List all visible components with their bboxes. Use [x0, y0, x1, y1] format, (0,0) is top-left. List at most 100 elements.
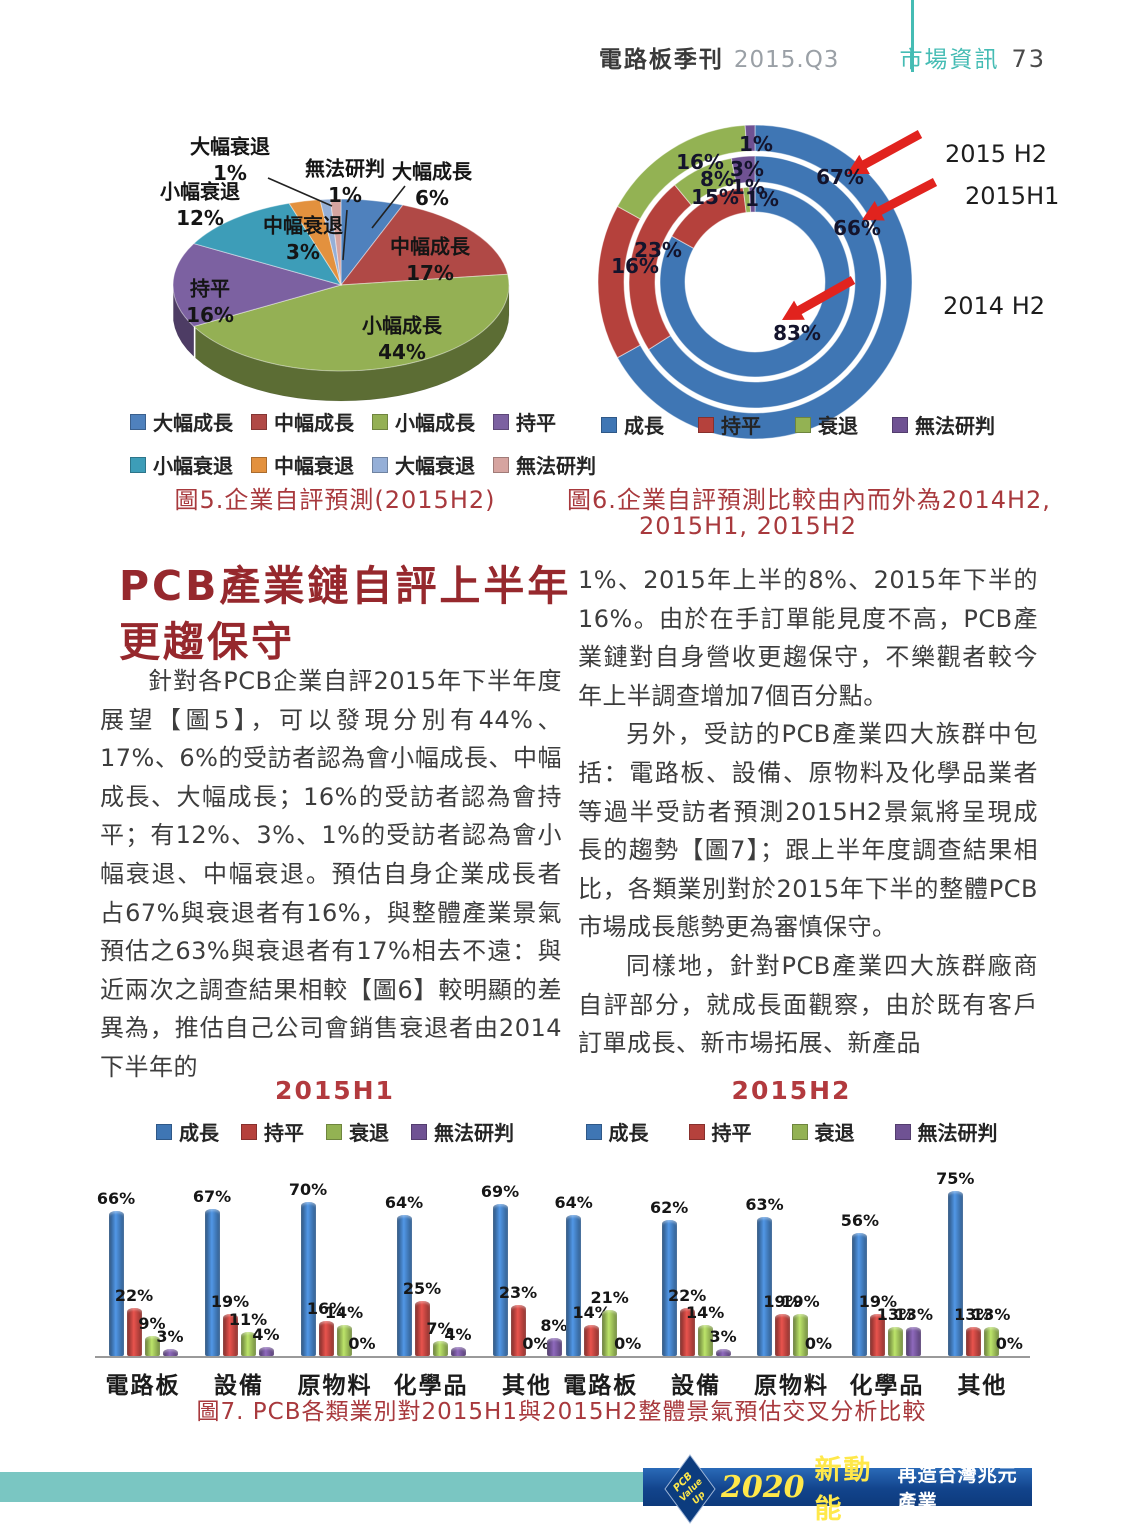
barB-legend-swatch — [894, 1123, 911, 1140]
bar-chart-2015h2: 2015H2 成長 持平 衰退 無法研判 64% 14% 21% 0% 62% 22% 14% 3%… — [553, 1076, 1030, 1400]
donut-legend-item: 衰退 — [795, 410, 858, 439]
pie-slice-中幅衰退 — [288, 199, 342, 286]
barA-legend-label: 成長 — [179, 1121, 219, 1145]
pie-legend: 大幅成長 中幅成長 小幅成長 持平 小幅衰退 中幅衰退 大幅衰退 無法研判 — [130, 407, 596, 479]
barA-legend-label: 無法研判 — [434, 1121, 514, 1145]
pie-legend-label: 小幅衰退 — [153, 454, 233, 478]
barA-legend-item: 成長 — [156, 1117, 219, 1146]
figure-6-caption-line1: 圖6.企業自評預測比較由內而外為2014H2, — [567, 486, 1051, 514]
donut-legend-item: 無法研判 — [892, 410, 995, 439]
pie-legend-swatch — [130, 413, 146, 430]
pie-slice-小幅衰退 — [192, 202, 343, 286]
paragraph: 同樣地，針對PCB產業四大族群廠商自評部分，就成長面觀察，由於既有客戶訂單成長、… — [578, 951, 1038, 1058]
barB-legend-label: 持平 — [711, 1121, 752, 1145]
article-right-column: 1%、2015年上半的8%、2015年下半的16%。由於在手訂單能見度不高，PC… — [578, 561, 1038, 1063]
bar-其他-無法研判 — [546, 1338, 562, 1356]
bar-chart-title: 2015H2 — [731, 1076, 852, 1105]
pie-label-value: 12% — [176, 206, 224, 230]
page-number: 73 — [1011, 45, 1046, 73]
bar-chart-legend: 成長 持平 衰退 無法研判 — [553, 1117, 1030, 1146]
barB-legend-swatch — [688, 1123, 705, 1140]
donut-segment-value: 83% — [773, 321, 821, 345]
bar-chart-categories: 電路板 設備 原物料 化學品 其他 — [95, 1366, 575, 1400]
bar-value-label: 13% — [876, 1305, 916, 1324]
bar-電路板-無法研判 — [162, 1349, 178, 1356]
bar-category-label: 電路板 — [563, 1373, 639, 1399]
pie-slice-大幅成長 — [340, 198, 404, 287]
pie-label-name: 持平 — [190, 276, 230, 301]
pie-label-name: 大幅衰退 — [190, 134, 270, 159]
donut-ring-year-label: 2015H1 — [965, 182, 1060, 210]
donut-segment-value: 8% — [700, 167, 734, 191]
barB-legend-label: 成長 — [608, 1121, 649, 1145]
donut-segment-value: 16% — [676, 150, 724, 174]
donut-chart-canvas — [597, 124, 938, 440]
donut-legend-label: 成長 — [624, 414, 664, 438]
bar-value-label: 3% — [709, 1327, 737, 1346]
donut-legend: 成長 持平 衰退 無法研判 — [601, 410, 995, 439]
bar-化學品-成長 — [852, 1233, 868, 1356]
donut-segment-value: 1% — [745, 187, 779, 211]
header-divider-line — [911, 0, 914, 72]
pie-label-name: 中幅衰退 — [263, 213, 343, 238]
pie-label-name: 小幅成長 — [362, 313, 442, 338]
bar-設備-衰退 — [240, 1332, 256, 1356]
barB-legend-item: 持平 — [688, 1117, 752, 1146]
bar-電路板-成長 — [108, 1211, 124, 1356]
barA-legend-item: 持平 — [241, 1117, 304, 1146]
red-arrow-shaft — [793, 276, 856, 317]
pie-slice-大幅衰退 — [319, 198, 342, 286]
bar-設備-成長 — [661, 1220, 677, 1356]
bar-value-label: 23% — [498, 1283, 538, 1302]
bar-設備-持平 — [679, 1308, 695, 1356]
donut-legend-item: 持平 — [698, 410, 761, 439]
pie-legend-label: 中幅衰退 — [274, 454, 354, 478]
bar-化學品-衰退 — [888, 1327, 904, 1356]
pie-label-value: 3% — [286, 240, 320, 264]
barA-legend-swatch — [326, 1123, 342, 1140]
donut-segment-value: 23% — [634, 238, 682, 262]
barA-legend-item: 無法研判 — [411, 1117, 514, 1146]
bar-電路板-成長 — [566, 1215, 582, 1356]
pie-slice-持平 — [172, 243, 343, 327]
pie-legend-swatch — [493, 413, 509, 430]
donut-segment-value: 16% — [611, 254, 659, 278]
donut-ring-year-label: 2014 H2 — [943, 292, 1046, 320]
barB-legend-label: 衰退 — [814, 1121, 855, 1145]
section-label: 市場資訊 — [899, 47, 1000, 73]
pie-legend-label: 小幅成長 — [395, 411, 475, 435]
bar-chart-legend: 成長 持平 衰退 無法研判 — [95, 1117, 575, 1146]
pie-label-name: 中幅成長 — [390, 234, 470, 259]
bar-value-label: 19% — [781, 1292, 820, 1311]
donut-ring-year-label: 2015 H2 — [945, 140, 1048, 168]
bar-value-label: 7% — [426, 1319, 454, 1338]
bar-value-label: 8% — [540, 1316, 568, 1335]
pie-legend-item: 持平 — [493, 407, 596, 436]
red-arrow-shaft — [874, 178, 938, 217]
red-arrow-head — [847, 154, 870, 175]
bar-value-label: 14% — [572, 1303, 611, 1322]
bar-value-label: 64% — [384, 1193, 424, 1212]
bar-chart-title: 2015H1 — [275, 1076, 395, 1105]
bar-value-label: 19% — [763, 1292, 802, 1311]
figure-5-pie-chart: 大幅成長 6% 中幅成長 17% 小幅成長 44% 持平 16% 小幅衰退 12% 中幅衰退 3% 大幅… — [100, 112, 596, 562]
bar-value-label: 64% — [554, 1193, 593, 1212]
donut-legend-item: 成長 — [601, 410, 664, 439]
barB-legend-swatch — [585, 1123, 602, 1140]
leader-line — [267, 177, 333, 207]
bar-電路板-衰退 — [144, 1336, 160, 1356]
bar-value-label: 13% — [894, 1305, 934, 1324]
pie-label-value: 6% — [415, 186, 449, 210]
bar-化學品-無法研判 — [906, 1327, 922, 1356]
pie-legend-swatch — [251, 413, 267, 430]
bar-value-label: 9% — [138, 1314, 166, 1333]
paragraph: 1%、2015年上半的8%、2015年下半的16%。由於在手訂單能見度不高，PC… — [578, 566, 1038, 710]
barA-legend-swatch — [241, 1123, 257, 1140]
bar-設備-持平 — [222, 1314, 238, 1356]
bar-value-label: 62% — [649, 1198, 689, 1217]
bar-value-label: 70% — [288, 1180, 328, 1199]
donut-segment-value: 67% — [816, 165, 864, 189]
barB-legend-swatch — [791, 1123, 808, 1140]
donut-segment-value: 1% — [739, 132, 773, 156]
bar-原物料-持平 — [318, 1321, 334, 1356]
